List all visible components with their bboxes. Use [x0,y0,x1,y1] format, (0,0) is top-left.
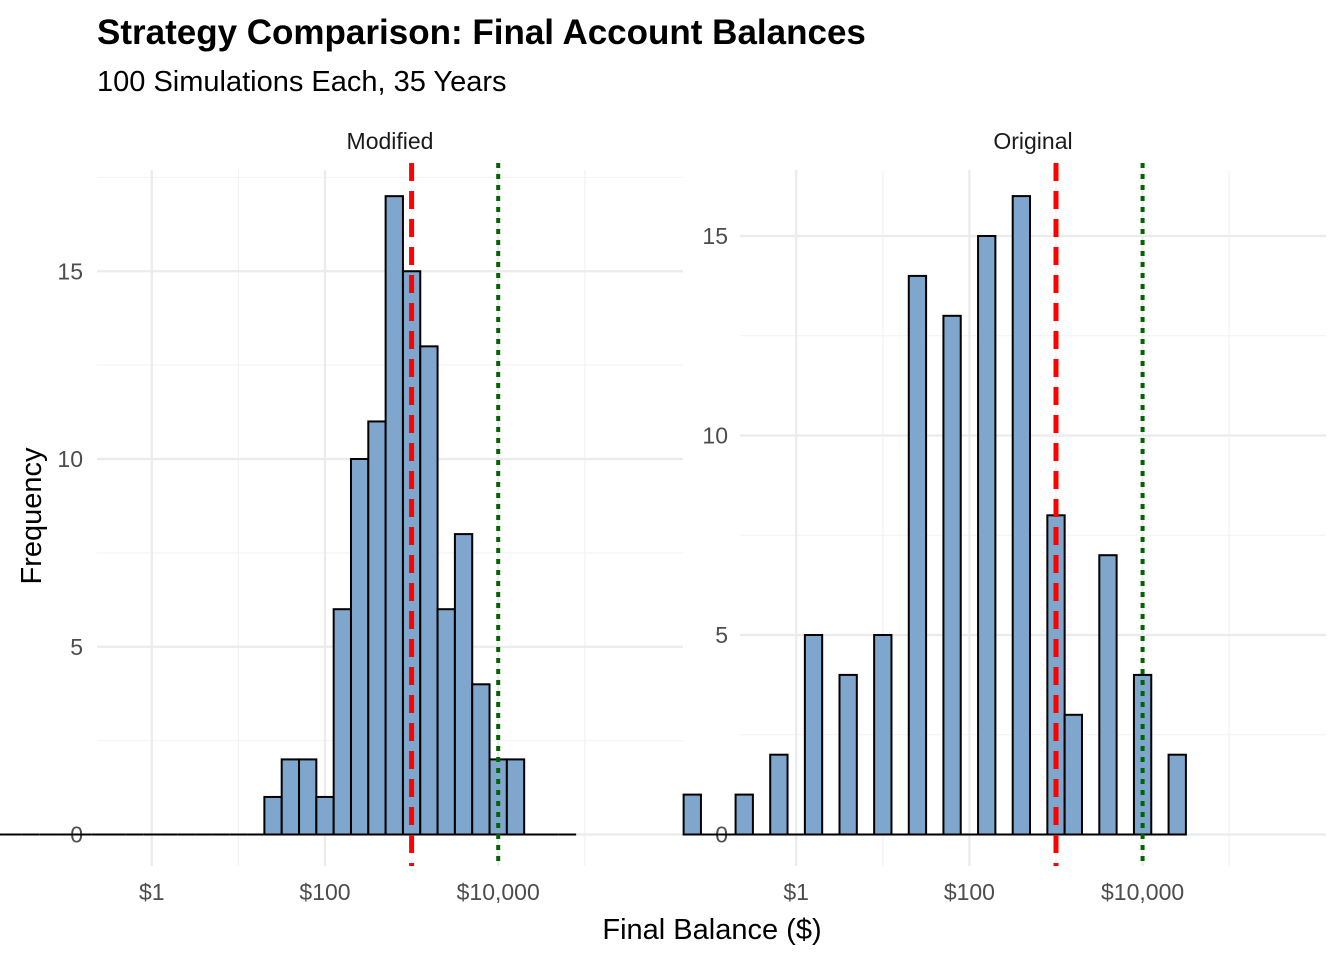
histogram-bar [838,673,858,836]
x-tick-label: $1 [139,879,165,905]
histogram-bar [453,533,474,836]
histogram-bar [942,314,962,836]
histogram-bar [401,270,422,836]
y-tick-label: 15 [57,258,83,284]
histogram-bar [280,758,301,836]
histogram-bar [349,458,370,836]
y-tick-label: 10 [57,446,83,472]
chart-title: Strategy Comparison: Final Account Balan… [97,13,866,52]
histogram-bar [367,420,387,836]
bars [682,195,1187,836]
y-tick-label: 5 [715,622,728,648]
y-tick-label: 15 [702,223,728,249]
histogram-bar [1011,195,1032,836]
x-tick-label: $1 [783,879,809,905]
histogram-bar [1167,753,1187,836]
histogram-bar [1098,554,1118,836]
histogram-bar [769,753,789,836]
bars [0,195,577,836]
histogram-bar [907,274,928,836]
histogram-bar [384,195,404,836]
histogram-bar [263,795,283,836]
histogram-bar [505,758,526,836]
x-tick-label: $10,000 [457,879,540,905]
histogram-bar [471,683,491,836]
histogram-bar [332,608,352,836]
y-tick-label: 5 [70,634,83,660]
histogram-bar [977,235,997,836]
x-axis-label: Final Balance ($) [602,914,821,946]
histogram-bar [315,795,335,836]
histogram-bar [803,634,824,836]
chart-subtitle: 100 Simulations Each, 35 Years [97,66,507,98]
y-tick-label: 10 [702,423,728,449]
facet-strip-label: Modified [347,128,434,154]
y-axis-label: Frequency [16,447,48,585]
x-tick-label: $100 [944,879,995,905]
histogram-bar [419,345,439,836]
histogram-bar [298,758,318,836]
histogram-bar [873,634,893,836]
facet-strip-label: Original [993,128,1072,154]
x-tick-label: $10,000 [1101,879,1184,905]
x-tick-label: $100 [299,879,350,905]
histogram-bar [1063,713,1083,836]
histogram-bar [682,793,702,836]
histogram-bar [436,608,456,836]
histogram-bar [734,793,754,836]
histogram-bar [1132,673,1153,836]
